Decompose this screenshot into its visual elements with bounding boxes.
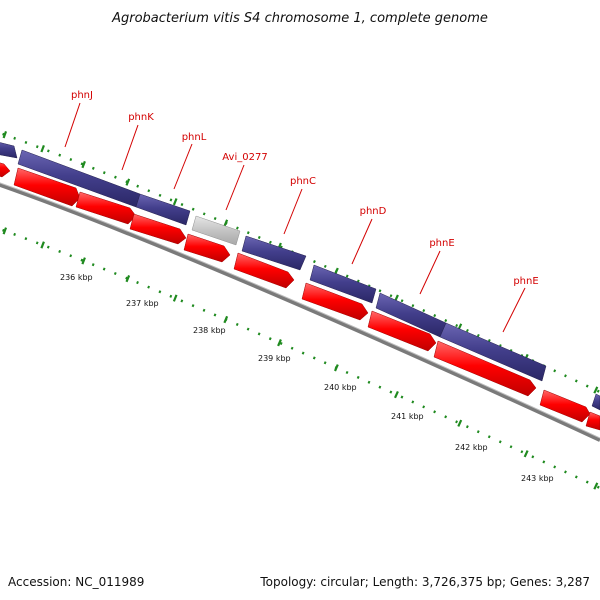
outer-major-tick-0 [2, 131, 8, 139]
inner-major-tick-6 [277, 339, 282, 347]
gene-label-phnE-2: phnE [513, 276, 538, 287]
scale-label-238: 238 kbp [193, 326, 226, 335]
gene-label-phnJ: phnJ [71, 90, 93, 101]
map-title: Agrobacterium vitis S4 chromosome 1, com… [111, 11, 488, 26]
gene-block-left-edge [0, 142, 18, 159]
gene-block-Avi_0277 [191, 215, 241, 246]
gene-labels: phnJ phnK phnL Avi_0277 phnC phnD phnE p… [71, 90, 539, 287]
outer-major-tick-5 [223, 219, 229, 227]
leader-phnE-2 [502, 287, 526, 333]
outer-major-tick-2 [81, 160, 86, 169]
inner-gene-track [0, 162, 600, 431]
inner-major-tick-11 [593, 482, 599, 490]
inner-major-tick-0 [2, 227, 8, 235]
gene-label-phnK: phnK [128, 112, 154, 123]
gene-block-phnE-2 [439, 322, 547, 382]
gene-arrow-phnE-2 [433, 340, 537, 397]
gene-arrow-phnC [233, 252, 295, 289]
scale-label-241: 241 kbp [391, 412, 424, 421]
inner-major-tick-1 [40, 241, 45, 249]
gene-arrow-phnL [129, 213, 187, 245]
scale-label-242: 242 kbp [455, 443, 488, 452]
gene-arrow-right-1 [539, 389, 591, 423]
gene-label-phnL: phnL [182, 132, 207, 143]
gene-label-Avi_0277: Avi_0277 [222, 152, 267, 163]
gene-label-leaders [64, 102, 526, 333]
accession-text: Accession: NC_011989 [8, 575, 144, 589]
gene-arrow-phnK [75, 191, 137, 225]
leader-phnD [351, 218, 373, 265]
scale-label-240: 240 kbp [324, 383, 357, 392]
gene-arrow-phnD [301, 282, 369, 321]
gene-block-phnD [309, 264, 377, 304]
leader-phnJ [64, 102, 81, 148]
gene-block-phnC [241, 235, 307, 271]
gene-arrow-right-2 [585, 411, 600, 431]
genome-summary-text: Topology: circular; Length: 3,726,375 bp… [259, 575, 590, 589]
outer-gene-track [0, 142, 600, 411]
gene-block-right-edge [591, 393, 600, 411]
backbone-highlight [0, 182, 600, 439]
backbone-line [0, 182, 600, 442]
leader-phnL [173, 143, 193, 190]
gene-arrow-phnE-1 [367, 310, 437, 352]
gene-label-phnD: phnD [360, 206, 387, 217]
leader-phnC [283, 188, 303, 235]
inner-major-tick-5 [223, 315, 229, 324]
inner-major-tick-2 [81, 257, 86, 265]
scale-label-239: 239 kbp [258, 354, 291, 363]
scale-label-243: 243 kbp [521, 474, 554, 483]
gene-arrow-Avi_0277 [183, 233, 231, 263]
inner-major-tick-8 [393, 390, 399, 399]
gene-arrow-left-edge [0, 162, 11, 178]
scale-label-237: 237 kbp [126, 299, 159, 308]
scale-labels: 236 kbp 237 kbp 238 kbp 239 kbp 240 kbp … [60, 273, 554, 483]
gene-label-phnC: phnC [290, 176, 316, 187]
outer-major-tick-11 [593, 386, 599, 394]
inner-major-tick-7 [333, 364, 339, 372]
gene-block-phnK [135, 193, 191, 226]
scale-label-236: 236 kbp [60, 273, 93, 282]
gene-label-phnE-1: phnE [429, 238, 454, 249]
leader-phnE-1 [419, 250, 441, 295]
outer-major-tick-1 [40, 145, 45, 153]
leader-Avi_0277 [225, 164, 245, 211]
inner-major-ticks [2, 227, 599, 490]
outer-major-tick-4 [172, 198, 178, 206]
gene-arrow-phnJ [13, 167, 81, 207]
inner-major-tick-10 [523, 450, 529, 458]
inner-major-tick-4 [172, 294, 178, 302]
inner-major-tick-3 [125, 274, 131, 283]
inner-major-tick-9 [457, 419, 463, 427]
leader-phnK [121, 124, 139, 171]
outer-major-tick-3 [125, 178, 131, 186]
